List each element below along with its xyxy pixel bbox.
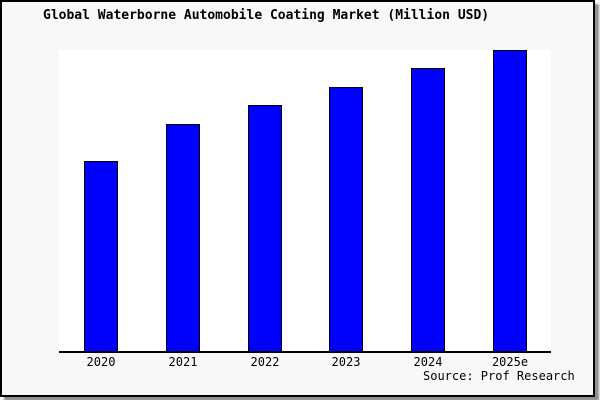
bar-2025e [493,50,527,351]
x-tick-label-2022: 2022 [250,355,280,369]
bar-2020 [84,161,118,351]
source-note: Source: Prof Research [423,369,575,383]
chart-title: Global Waterborne Automobile Coating Mar… [43,8,490,23]
x-tick-label-2023: 2023 [331,355,361,369]
bar-2024 [411,68,445,351]
x-tick-label-2020: 2020 [86,355,116,369]
bar-2022 [248,105,282,351]
x-tick-label-2024: 2024 [413,355,443,369]
plot-area [59,50,551,353]
x-tick-label-2021: 2021 [168,355,198,369]
bar-2023 [329,87,363,351]
bar-2021 [166,124,200,351]
x-tick-label-2025e: 2025e [491,355,529,369]
